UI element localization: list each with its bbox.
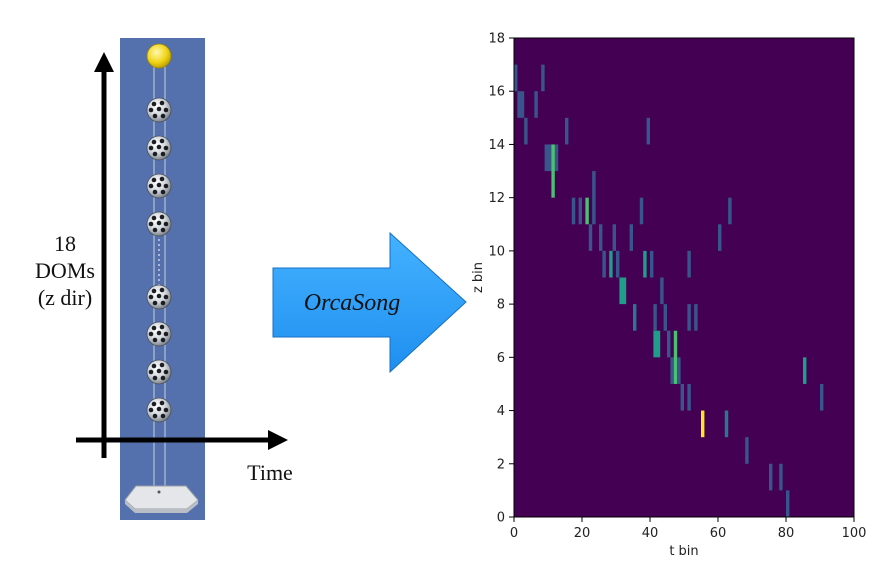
- heatmap-cell: [629, 224, 633, 251]
- heatmap-frame: [513, 37, 855, 518]
- heatmap-cell: [633, 304, 637, 331]
- heatmap-cell: [786, 490, 790, 517]
- orcasong-label: OrcaSong: [304, 290, 400, 316]
- dom-sphere-icon: [146, 173, 172, 199]
- heatmap-cell: [565, 117, 569, 145]
- heatmap-cell: [680, 383, 684, 411]
- heatmap-cell: [728, 197, 732, 225]
- x-tick-label: 20: [574, 526, 591, 541]
- heatmap-cell: [653, 330, 661, 358]
- heatmap-cell: [619, 277, 627, 305]
- heatmap-cell: [541, 64, 545, 92]
- heatmap-cell: [571, 197, 576, 225]
- heatmap-cell: [588, 224, 593, 251]
- heatmap-cell: [514, 64, 518, 92]
- dom-sphere-icon: [146, 135, 172, 161]
- heatmap-cell: [534, 91, 538, 118]
- x-axis-label: t bin: [669, 544, 698, 559]
- heatmap-cell: [769, 463, 773, 491]
- heatmap-cell: [701, 410, 705, 438]
- y-axis-label: z bin: [471, 262, 486, 293]
- heatmap-cell: [724, 410, 729, 438]
- heatmap-cell: [650, 250, 654, 278]
- heatmap-cells: [514, 64, 824, 517]
- heatmap-cell: [687, 304, 691, 331]
- y-axis-ticks: 0 2 4 6 8 10 12 14 16 18: [488, 32, 514, 526]
- anchor-base-side: [125, 500, 198, 513]
- y-tick-label: 0: [497, 511, 505, 526]
- y-tick-label: 2: [497, 457, 505, 472]
- heatmap-cell: [609, 250, 613, 278]
- heatmap-cell: [646, 117, 650, 145]
- dom-group: [146, 97, 172, 423]
- x-tick-label: 80: [778, 526, 795, 541]
- dom-count-label-line3: (z dir): [38, 285, 92, 310]
- heatmap-cell: [643, 250, 647, 278]
- heatmap-cell: [578, 197, 582, 225]
- heatmap-cell: [677, 357, 681, 384]
- heatmap-cell: [687, 250, 691, 278]
- heatmap-cell: [660, 277, 664, 305]
- heatmap-cell: [803, 357, 807, 384]
- buoy-icon: [146, 43, 172, 69]
- heatmap-cell: [616, 250, 620, 278]
- heatmap-cell: [592, 171, 596, 225]
- heatmap-cell: [694, 304, 698, 331]
- x-tick-label: 0: [510, 526, 518, 541]
- x-tick-label: 60: [710, 526, 727, 541]
- dom-sphere-icon: [146, 97, 172, 123]
- anchor-point: [157, 490, 161, 494]
- time-label: Time: [247, 460, 293, 485]
- dom-sphere-icon: [146, 321, 172, 347]
- heatmap-plot-area: [514, 38, 854, 517]
- dom-count-label-line1: 18: [54, 231, 76, 256]
- heatmap-cell: [599, 224, 603, 251]
- heatmap-cell: [639, 197, 644, 225]
- heatmap-cell: [517, 91, 525, 118]
- heatmap-cell: [820, 383, 824, 411]
- heatmap-cell: [670, 357, 674, 384]
- heatmap-cell: [551, 144, 555, 198]
- y-tick-label: 12: [488, 191, 505, 206]
- heatmap-cell: [687, 383, 691, 411]
- y-tick-label: 8: [497, 298, 505, 313]
- dom-sphere-icon: [146, 359, 172, 385]
- anchor-base: [124, 485, 199, 510]
- x-tick-label: 40: [642, 526, 659, 541]
- heatmap-cell: [653, 304, 657, 331]
- heatmap-cell: [602, 250, 606, 278]
- time-axis-arrowhead: [268, 430, 288, 450]
- dom-sphere-icon: [146, 211, 172, 237]
- z-axis-arrowhead: [94, 52, 114, 72]
- heatmap-cell: [544, 144, 548, 172]
- y-tick-label: 10: [488, 244, 505, 259]
- y-tick-label: 4: [497, 404, 505, 419]
- dom-sphere-icon: [146, 284, 172, 310]
- orcasong-arrow: OrcaSong: [272, 231, 467, 374]
- heatmap-cell: [667, 330, 671, 358]
- y-tick-label: 14: [488, 138, 505, 153]
- y-tick-label: 16: [488, 85, 505, 100]
- heatmap-cell: [779, 463, 783, 491]
- heatmap-cell: [612, 224, 616, 251]
- heatmap-chart: 0 20 40 60 80 100 0 2 4 6 8 10 12 14 16 18 t bin z bin: [471, 32, 866, 560]
- heatmap-cell: [745, 437, 749, 464]
- detector-string: [120, 38, 205, 520]
- dom-count-label-line2: DOMs: [35, 258, 95, 283]
- x-axis-ticks: 0 20 40 60 80 100: [510, 517, 867, 541]
- x-tick-label: 100: [842, 526, 867, 541]
- heatmap-cell: [718, 224, 722, 251]
- dom-sphere-icon: [146, 397, 172, 423]
- y-tick-label: 18: [488, 32, 505, 47]
- transform-arrow-shape: [272, 231, 467, 374]
- heatmap-cell: [663, 304, 667, 331]
- heatmap-cell: [673, 330, 678, 384]
- y-tick-label: 6: [497, 351, 505, 366]
- left-axes: Time 18 DOMs (z dir): [35, 52, 293, 485]
- heatmap-cell: [585, 197, 589, 225]
- heatmap-cell: [524, 117, 528, 145]
